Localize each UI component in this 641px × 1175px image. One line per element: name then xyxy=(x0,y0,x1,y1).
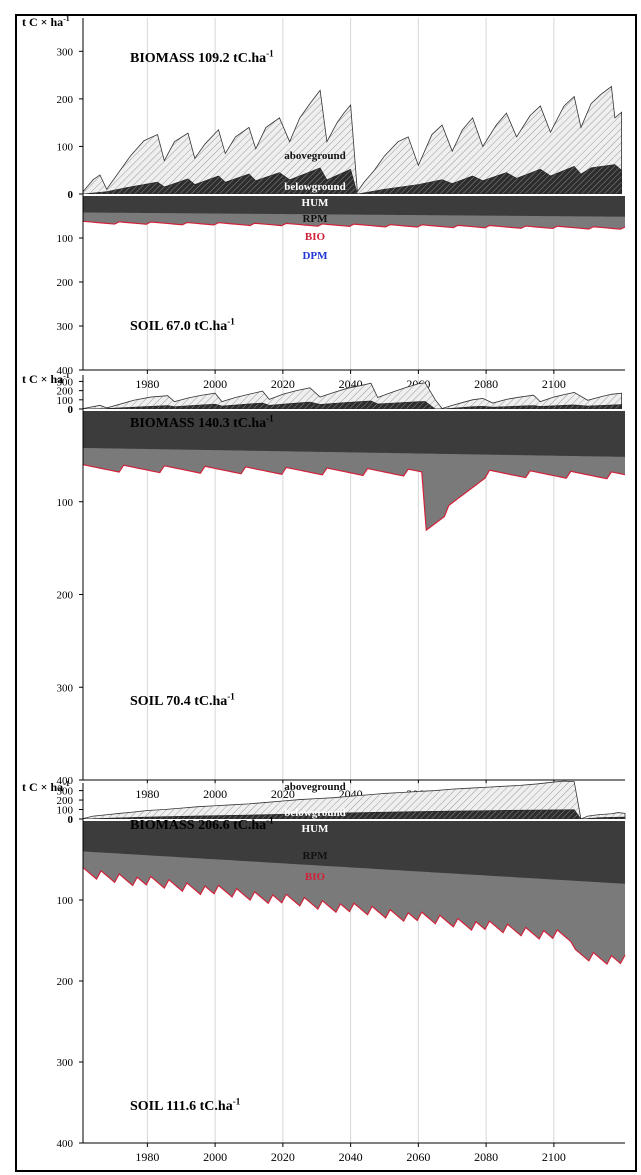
x-tick-label: 2000 xyxy=(203,1150,227,1164)
y-tick-label: 300 xyxy=(57,376,74,388)
y-tick-label: 100 xyxy=(57,395,74,407)
chart-panel-2: 0100200300100200300400198020002020204020… xyxy=(22,371,626,801)
legend-bio: BIO xyxy=(305,871,326,883)
aboveground-area xyxy=(82,382,623,410)
legend-belowground: belowground xyxy=(284,181,346,193)
legend-belowground: belowground xyxy=(284,807,346,819)
y-tick-label: 400 xyxy=(57,1138,74,1150)
x-tick-label: 1980 xyxy=(135,1150,159,1164)
x-tick-label: 2060 xyxy=(406,1150,430,1164)
hum-area xyxy=(83,411,625,457)
bio-line xyxy=(82,220,626,230)
soil-label: SOIL 111.6 tC.ha-1 xyxy=(130,1096,241,1114)
aboveground-area xyxy=(82,85,623,195)
biomass-label: BIOMASS 206.6 tC.ha-1 xyxy=(130,815,274,833)
biomass-label: BIOMASS 109.2 tC.ha-1 xyxy=(130,48,274,66)
y-tick-label: 100 xyxy=(57,141,74,153)
belowground-area xyxy=(82,809,626,820)
y-tick-label: 100 xyxy=(57,233,74,245)
y-tick-label: 200 xyxy=(57,277,74,289)
belowground-area xyxy=(82,164,622,195)
belowground-area xyxy=(82,400,622,410)
y-tick-label: 200 xyxy=(57,590,74,602)
legend-rpm: RPM xyxy=(302,850,328,862)
y-tick-label: 200 xyxy=(57,94,74,106)
y-axis-label: t C × ha-1 xyxy=(22,371,70,386)
y-tick-label: 100 xyxy=(57,805,74,817)
legend-hum: HUM xyxy=(302,197,330,209)
x-tick-label: 2040 xyxy=(339,1150,363,1164)
x-tick-label: 2020 xyxy=(271,1150,295,1164)
y-tick-label: 400 xyxy=(57,365,74,377)
x-tick-label: 2100 xyxy=(542,1150,566,1164)
soil-label: SOIL 67.0 tC.ha-1 xyxy=(130,316,235,334)
bio-line xyxy=(82,867,626,965)
y-tick-label: 200 xyxy=(57,795,74,807)
legend-aboveground: aboveground xyxy=(284,150,346,162)
y-axis-label: t C × ha-1 xyxy=(22,14,70,29)
aboveground-area xyxy=(82,780,626,820)
hum-area xyxy=(83,821,625,884)
y-tick-label: 300 xyxy=(57,321,74,333)
y-tick-label: 100 xyxy=(57,497,74,509)
y-tick-label: 200 xyxy=(57,976,74,988)
y-tick-label: 0 xyxy=(68,814,74,826)
y-tick-label: 0 xyxy=(68,404,74,416)
y-tick-label: 300 xyxy=(57,786,74,798)
hum-area xyxy=(83,196,625,217)
y-tick-label: 0 xyxy=(68,189,74,201)
legend-bio: BIO xyxy=(305,231,326,243)
y-tick-label: 400 xyxy=(57,775,74,787)
y-tick-label: 200 xyxy=(57,386,74,398)
x-tick-label: 2080 xyxy=(474,1150,498,1164)
legend-hum: HUM xyxy=(302,823,330,835)
y-tick-label: 100 xyxy=(57,895,74,907)
biomass-label: BIOMASS 140.3 tC.ha-1 xyxy=(130,413,274,431)
y-tick-label: 300 xyxy=(57,682,74,694)
legend-rpm: RPM xyxy=(302,213,328,225)
legend-aboveground: aboveground xyxy=(284,781,346,793)
y-tick-label: 300 xyxy=(57,1057,74,1069)
bio-line xyxy=(82,464,626,532)
y-axis-label: t C × ha-1 xyxy=(22,779,70,794)
y-tick-label: 300 xyxy=(57,46,74,58)
soil-label: SOIL 70.4 tC.ha-1 xyxy=(130,691,235,709)
legend-dpm: DPM xyxy=(302,250,328,262)
